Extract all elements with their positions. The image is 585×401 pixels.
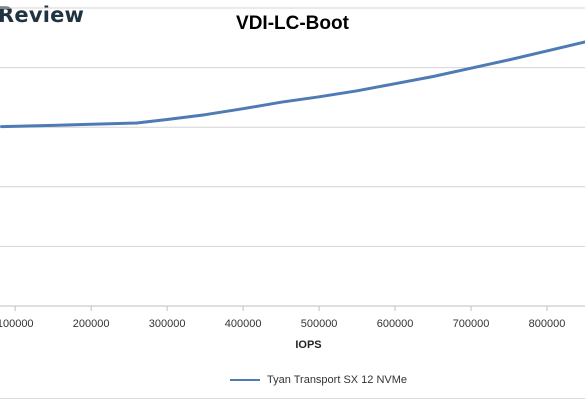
- series-lines: [0, 40, 585, 129]
- x-axis-title: IOPS: [295, 339, 321, 351]
- legend: Tyan Transport SX 12 NVMe: [0, 374, 585, 386]
- x-tick-label-7: 800000: [529, 318, 566, 330]
- x-tick-labels: 100000 200000 300000 400000 500000 600000 7000…: [0, 306, 566, 330]
- legend-swatch-tyan: [229, 378, 260, 382]
- x-tick-label-5: 600000: [377, 318, 414, 330]
- grid-lines: [0, 7, 585, 307]
- legend-label-tyan: Tyan Transport SX 12 NVMe: [267, 374, 408, 387]
- series-line-0: [0, 40, 585, 129]
- chart-title: VDI-LC-Boot: [236, 13, 349, 34]
- x-tick-label-4: 500000: [301, 318, 338, 330]
- x-tick-label-0: 100000: [0, 318, 34, 330]
- x-tick-label-6: 700000: [453, 318, 490, 330]
- bottom-divider: [0, 398, 585, 399]
- x-tick-label-2: 300000: [149, 318, 186, 330]
- x-tick-label-3: 400000: [225, 318, 262, 330]
- brand-logo-text: Review: [0, 3, 85, 27]
- x-tick-label-1: 200000: [73, 318, 110, 330]
